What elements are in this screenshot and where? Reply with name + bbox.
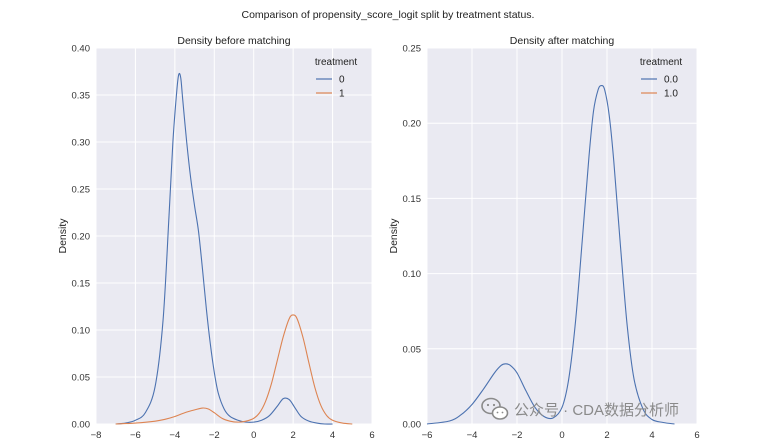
x-tick-label: −6 (422, 430, 433, 440)
y-tick-label: 0.15 (72, 279, 91, 290)
watermark-text: 公众号 · CDA数据分析师 (514, 402, 679, 419)
y-tick-label: 0.15 (403, 194, 422, 205)
y-tick-label: 0.00 (403, 420, 422, 431)
y-tick-label: 0.00 (72, 420, 91, 431)
series-0-line (115, 72, 333, 425)
x-tick-label: 6 (369, 430, 374, 440)
x-tick-label: −4 (467, 430, 478, 440)
y-tick-label: 0.20 (403, 119, 422, 130)
x-tick-label: 4 (330, 430, 335, 440)
subplot-after-matching: 0.00 0.05 0.10 0.15 0.20 0.25 −6 −4 −2 0 2 4 6 Densit… (388, 35, 700, 440)
x-tick-label: −4 (169, 430, 180, 440)
y-tick-label: 0.25 (403, 44, 422, 55)
y-tick-label: 0.10 (403, 269, 422, 280)
wechat-icon (481, 397, 509, 420)
x-tick-label: 2 (290, 430, 295, 440)
watermark: 公众号 · CDA数据分析师 (481, 397, 679, 420)
series-1-line (115, 314, 353, 425)
y-tick-label: 0.05 (72, 373, 91, 384)
x-tick-label: 0 (251, 430, 256, 440)
x-tick-label: 2 (604, 430, 609, 440)
series-0.0-line (426, 85, 675, 425)
subplot-title: Density after matching (510, 35, 615, 47)
x-tick-label: −2 (209, 430, 220, 440)
x-tick-label: 4 (649, 430, 654, 440)
subplot-before-matching: 0.00 0.05 0.10 0.15 0.20 0.25 0.30 0.35 0.40 −8 −6… (57, 35, 375, 440)
y-tick-label: 0.35 (72, 91, 91, 102)
y-tick-label: 0.30 (72, 138, 91, 149)
x-tick-label: −2 (512, 430, 523, 440)
figure-title: Comparison of propensity_score_logit spl… (242, 9, 535, 21)
legend-entry: 0 (339, 75, 345, 86)
y-tick-label: 0.10 (72, 326, 91, 337)
y-tick-label: 0.25 (72, 185, 91, 196)
legend-entry: 1.0 (664, 89, 678, 100)
legend-entry: 0.0 (664, 75, 678, 86)
legend-entry: 1 (339, 89, 345, 100)
x-tick-label: 6 (694, 430, 699, 440)
y-axis-label: Density (57, 218, 69, 254)
x-tick-label: 0 (559, 430, 564, 440)
y-tick-label: 0.05 (403, 344, 422, 355)
y-axis-label: Density (388, 218, 400, 254)
y-tick-label: 0.20 (72, 232, 91, 243)
legend-title: treatment (315, 57, 357, 68)
y-tick-label: 0.40 (72, 44, 91, 55)
x-tick-label: −8 (91, 430, 102, 440)
legend-title: treatment (640, 57, 682, 68)
subplot-title: Density before matching (177, 35, 290, 47)
x-tick-label: −6 (130, 430, 141, 440)
